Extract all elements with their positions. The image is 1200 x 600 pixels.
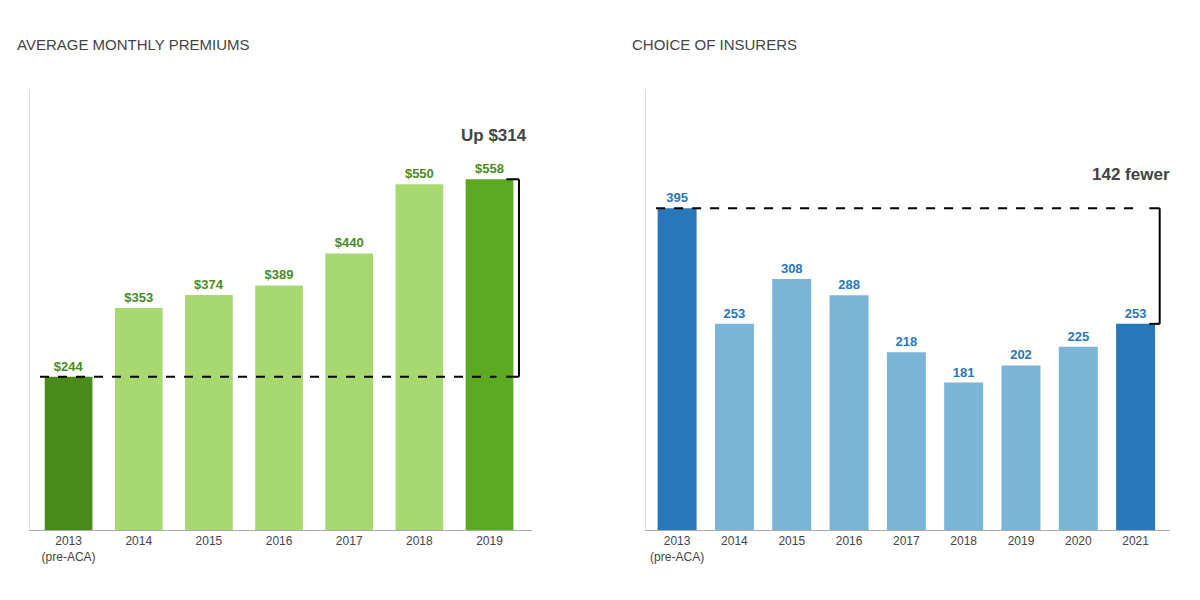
svg-text:$389: $389 [265,267,294,282]
svg-text:2015: 2015 [778,534,805,548]
svg-text:2016: 2016 [266,534,293,548]
svg-text:2015: 2015 [196,534,223,548]
svg-text:2014: 2014 [721,534,748,548]
svg-text:2017: 2017 [336,534,363,548]
svg-text:2013(pre-ACA): 2013(pre-ACA) [42,534,96,564]
svg-text:CHOICE OF INSURERS: CHOICE OF INSURERS [632,36,797,53]
svg-text:395: 395 [666,190,688,205]
svg-text:2016: 2016 [836,534,863,548]
svg-text:218: 218 [896,334,918,349]
svg-text:2018: 2018 [406,534,433,548]
svg-text:2019: 2019 [476,534,503,548]
svg-text:181: 181 [953,365,975,380]
svg-text:$440: $440 [335,235,364,250]
svg-text:$550: $550 [405,166,434,181]
svg-text:308: 308 [781,261,803,276]
svg-text:142 fewer: 142 fewer [1092,165,1170,184]
svg-text:2020: 2020 [1065,534,1092,548]
svg-text:$374: $374 [194,277,224,292]
svg-text:225: 225 [1067,329,1089,344]
svg-text:2019: 2019 [1008,534,1035,548]
svg-text:$244: $244 [54,359,84,374]
svg-text:2017: 2017 [893,534,920,548]
svg-text:202: 202 [1010,347,1032,362]
svg-text:2021: 2021 [1122,534,1149,548]
svg-text:$353: $353 [124,290,153,305]
svg-text:$558: $558 [475,161,504,176]
svg-text:253: 253 [1125,306,1147,321]
svg-text:2018: 2018 [950,534,977,548]
svg-text:2013(pre-ACA): 2013(pre-ACA) [650,534,704,564]
svg-text:288: 288 [838,277,860,292]
svg-text:253: 253 [724,306,746,321]
svg-text:Up $314: Up $314 [461,126,527,145]
svg-text:2014: 2014 [125,534,152,548]
svg-text:AVERAGE MONTHLY PREMIUMS: AVERAGE MONTHLY PREMIUMS [17,36,250,53]
